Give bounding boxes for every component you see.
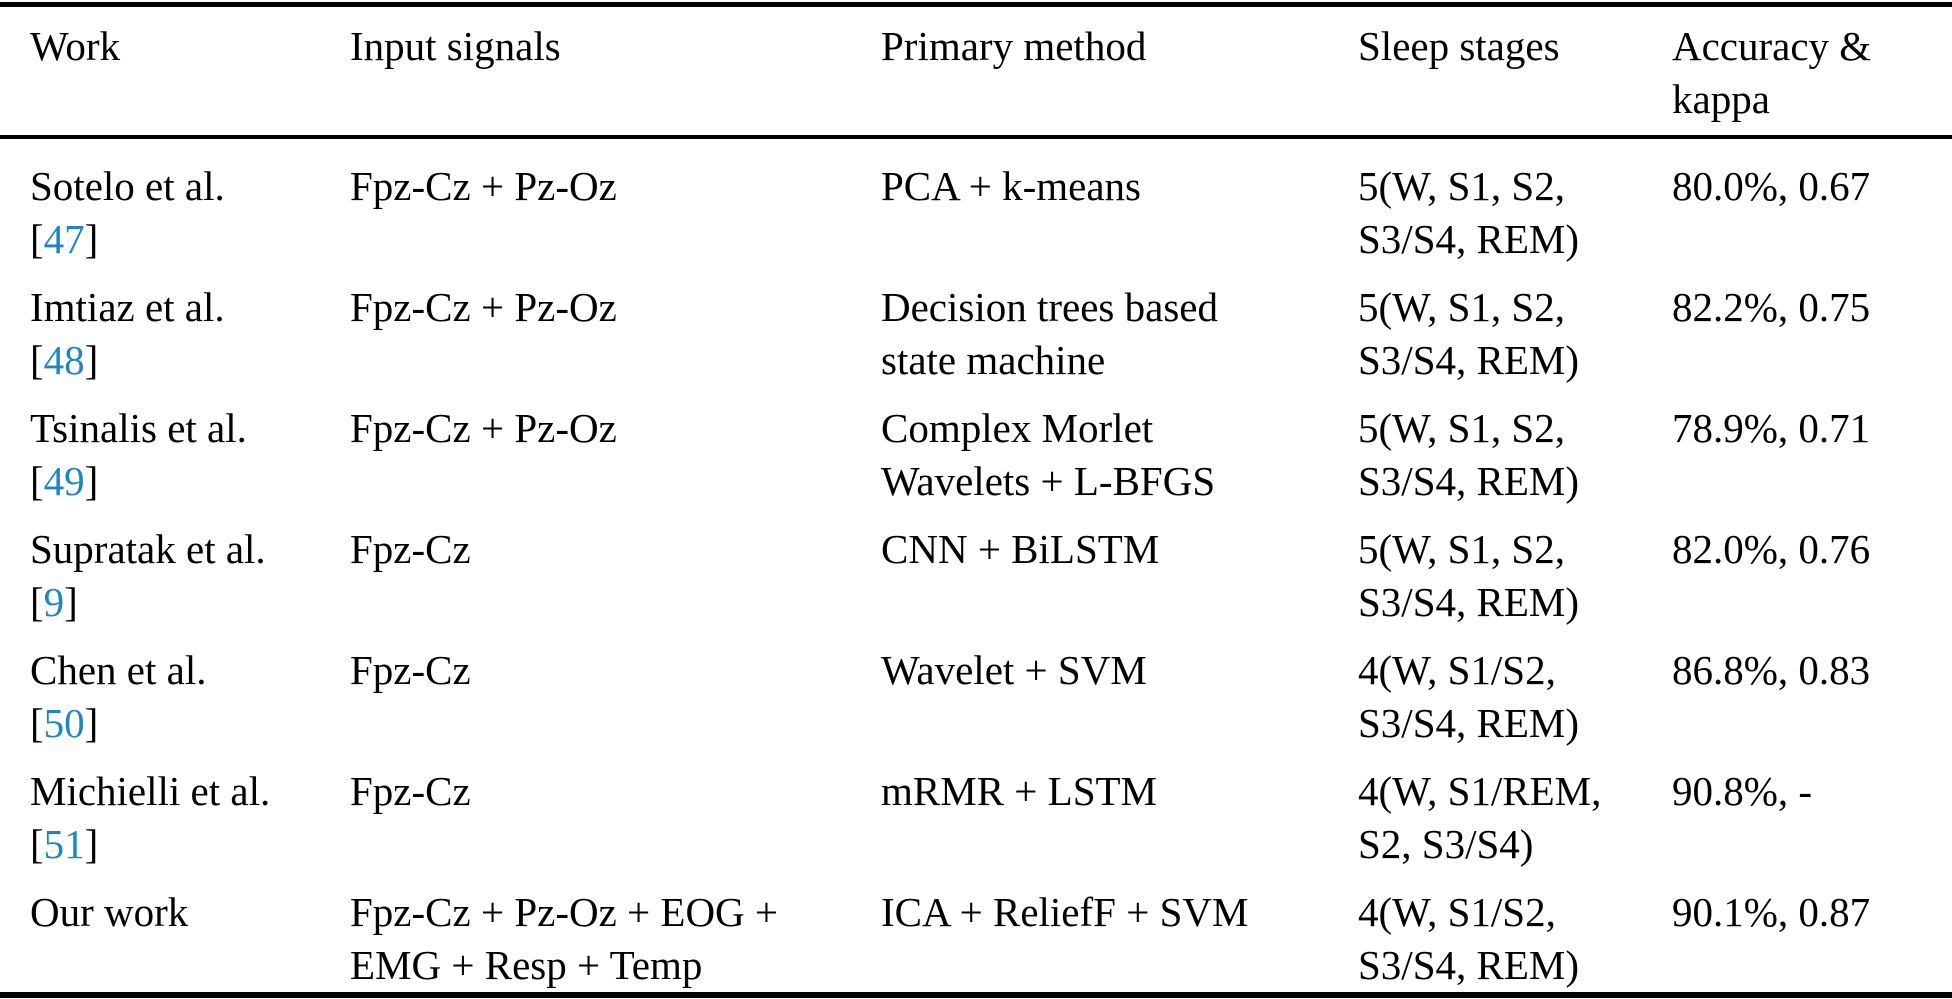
input-signals: Fpz-Cz + Pz-Oz	[350, 284, 617, 330]
bracket-close: ]	[84, 458, 99, 504]
sleep-stages: S3/S4, REM)	[1358, 216, 1579, 262]
col-header-work: Work	[0, 4, 350, 139]
accuracy-kappa: 80.0%, 0.67	[1672, 163, 1871, 209]
input-signals: Fpz-Cz + Pz-Oz + EOG +	[350, 889, 779, 935]
work-author: Sotelo et al.	[30, 163, 225, 209]
accuracy-kappa: 86.8%, 0.83	[1672, 647, 1871, 693]
citation: [9]	[30, 576, 350, 629]
sleep-stages: 5(W, S1, S2,	[1358, 526, 1565, 572]
table-row: Imtiaz et al. [48] Fpz-Cz + Pz-Oz Decisi…	[0, 281, 1952, 402]
table-row: Our work Fpz-Cz + Pz-Oz + EOG + EMG + Re…	[0, 886, 1952, 995]
accuracy-kappa: 90.8%, -	[1672, 768, 1813, 814]
table-row: Tsinalis et al. [49] Fpz-Cz + Pz-Oz Comp…	[0, 402, 1952, 523]
work-author: Tsinalis et al.	[30, 405, 247, 451]
bracket-close: ]	[64, 579, 78, 625]
sleep-stages: S3/S4, REM)	[1358, 458, 1579, 504]
col-header-primary-method: Primary method	[881, 4, 1358, 139]
col-header-sleep-stages: Sleep stages	[1358, 4, 1672, 139]
table-row: Sotelo et al. [47] Fpz-Cz + Pz-Oz PCA + …	[0, 137, 1952, 281]
citation-link[interactable]: 50	[43, 700, 85, 746]
accuracy-kappa: 82.0%, 0.76	[1672, 526, 1871, 572]
primary-method: Complex Morlet	[881, 405, 1154, 451]
primary-method: CNN + BiLSTM	[881, 526, 1160, 572]
sleep-stages: 4(W, S1/REM,	[1358, 768, 1602, 814]
primary-method: Wavelet + SVM	[881, 647, 1147, 693]
sleep-stages: S3/S4, REM)	[1358, 700, 1579, 746]
bracket-open: [	[30, 579, 44, 625]
sleep-stages: S3/S4, REM)	[1358, 942, 1579, 988]
citation: [47]	[30, 213, 350, 266]
citation-link[interactable]: 49	[43, 458, 85, 504]
bracket-open: [	[30, 700, 44, 746]
input-signals: Fpz-Cz + Pz-Oz	[350, 163, 617, 209]
input-signals: Fpz-Cz	[350, 647, 471, 693]
citation: [49]	[30, 455, 350, 508]
work-author: Michielli et al.	[30, 768, 271, 814]
sleep-stages: S3/S4, REM)	[1358, 579, 1579, 625]
citation: [48]	[30, 334, 350, 387]
input-signals: Fpz-Cz + Pz-Oz	[350, 405, 617, 451]
work-author: Imtiaz et al.	[30, 284, 225, 330]
table-row: Michielli et al. [51] Fpz-Cz mRMR + LSTM…	[0, 765, 1952, 886]
accuracy-kappa: 82.2%, 0.75	[1672, 284, 1871, 330]
work-author: Chen et al.	[30, 647, 207, 693]
work-author: Our work	[30, 889, 189, 935]
citation-link[interactable]: 48	[43, 337, 85, 383]
primary-method: mRMR + LSTM	[881, 768, 1158, 814]
sleep-stages: S3/S4, REM)	[1358, 337, 1579, 383]
col-header-accuracy-kappa: Accuracy & kappa	[1672, 4, 1952, 139]
primary-method: PCA + k-means	[881, 163, 1142, 209]
col-header-input-signals: Input signals	[350, 4, 881, 139]
primary-method: Wavelets + L-BFGS	[881, 458, 1216, 504]
citation: [50]	[30, 697, 350, 750]
input-signals: EMG + Resp + Temp	[350, 942, 703, 988]
input-signals: Fpz-Cz	[350, 768, 471, 814]
bracket-open: [	[30, 458, 44, 504]
accuracy-kappa: 78.9%, 0.71	[1672, 405, 1871, 451]
sleep-stages: S2, S3/S4)	[1358, 821, 1534, 867]
work-author: Supratak et al.	[30, 526, 266, 572]
citation-link[interactable]: 9	[43, 579, 65, 625]
table-row: Supratak et al. [9] Fpz-Cz CNN + BiLSTM …	[0, 523, 1952, 644]
primary-method: Decision trees based	[881, 284, 1218, 330]
primary-method: state machine	[881, 337, 1106, 383]
table-row: Chen et al. [50] Fpz-Cz Wavelet + SVM 4(…	[0, 644, 1952, 765]
citation-link[interactable]: 47	[43, 216, 85, 262]
bracket-close: ]	[84, 821, 99, 867]
bracket-close: ]	[84, 337, 99, 383]
bracket-close: ]	[84, 216, 99, 262]
citation-link[interactable]: 51	[43, 821, 85, 867]
bracket-close: ]	[84, 700, 99, 746]
sleep-stages: 5(W, S1, S2,	[1358, 163, 1565, 209]
sleep-stages: 5(W, S1, S2,	[1358, 405, 1565, 451]
bracket-open: [	[30, 337, 44, 383]
bracket-open: [	[30, 821, 44, 867]
sleep-stages: 5(W, S1, S2,	[1358, 284, 1565, 330]
sleep-stages: 4(W, S1/S2,	[1358, 647, 1556, 693]
accuracy-kappa: 90.1%, 0.87	[1672, 889, 1871, 935]
table-header-row: Work Input signals Primary method Sleep …	[0, 4, 1952, 139]
input-signals: Fpz-Cz	[350, 526, 471, 572]
bracket-open: [	[30, 216, 44, 262]
citation: [51]	[30, 818, 350, 871]
sleep-stages: 4(W, S1/S2,	[1358, 889, 1556, 935]
primary-method: ICA + ReliefF + SVM	[881, 889, 1249, 935]
